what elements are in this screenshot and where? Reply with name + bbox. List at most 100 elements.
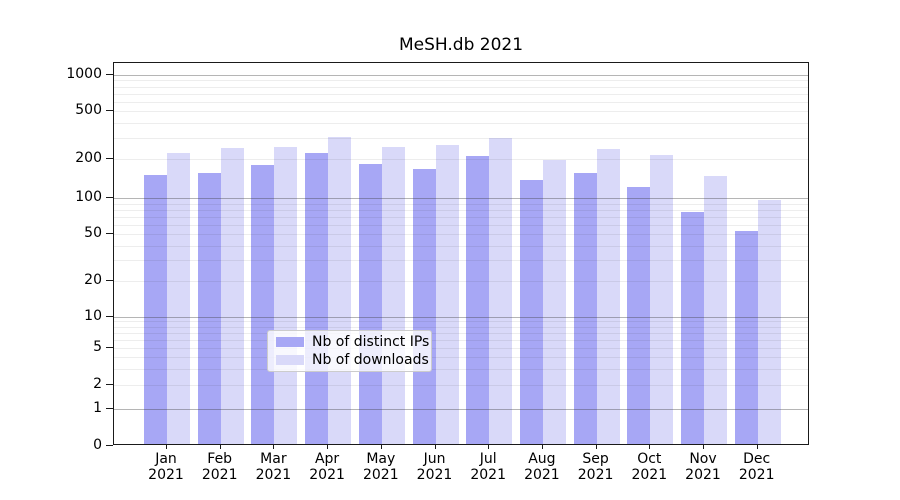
y-tick-mark-1 [106,407,113,409]
bar-jan-downloads [167,153,190,444]
gridline-minor-60 [114,224,808,226]
legend-item-downloads: Nb of downloads [276,352,429,368]
bar-mar-downloads [274,147,298,444]
legend-swatch-downloads [276,355,304,365]
gridline-minor-200 [114,159,808,161]
bar-feb-downloads [220,148,244,444]
bar-nov-downloads [704,176,727,444]
bar-jun-downloads [435,145,459,444]
x-tick-label-sep: Sep 2021 [577,451,614,483]
gridline-minor-40 [114,245,808,247]
x-tick-mark-nov [703,445,704,449]
y-tick-label-200: 200 [75,150,102,167]
bar-jul-downloads [489,137,513,444]
chart-title: MeSH.db 2021 [398,35,524,55]
legend: Nb of distinct IPs Nb of downloads [267,330,432,372]
bar-oct-downloads [650,154,674,444]
gridline-minor-80 [114,209,808,211]
bar-apr-downloads [328,137,352,444]
gridline-minor-900 [114,80,808,82]
y-tick-label-0: 0 [93,437,102,453]
gridline-minor-90 [114,203,808,205]
bar-sep-downloads [596,148,620,444]
x-tick-mark-jul [488,445,490,449]
bar-sep-distinct-ips [573,173,597,444]
bar-mar-distinct-ips [251,165,275,444]
gridline-minor-20 [114,281,808,282]
y-tick-mark-10 [106,315,113,317]
y-tick-mark-1000 [106,74,113,75]
y-tick-label-1: 1 [93,399,102,416]
gridline-minor-7 [114,332,808,334]
gridline-minor-500 [114,111,808,112]
bar-dec-distinct-ips [734,231,758,444]
x-tick-label-mar: Mar 2021 [255,451,292,483]
y-tick-mark-5 [106,346,113,348]
x-tick-label-feb: Feb 2021 [201,451,238,483]
y-tick-mark-100 [106,197,113,198]
bar-feb-distinct-ips [197,173,221,444]
gridline-major-1 [114,408,808,410]
legend-label-downloads: Nb of downloads [312,351,429,368]
x-tick-label-oct: Oct 2021 [631,451,668,483]
bar-dec-downloads [757,199,781,444]
x-tick-label-jun: Jun 2021 [416,451,453,483]
x-tick-label-jan: Jan 2021 [148,451,184,483]
gridline-minor-30 [114,260,808,262]
plot-area [113,62,809,445]
x-tick-mark-feb [219,445,221,449]
x-tick-label-apr: Apr 2021 [309,451,345,483]
gridline-minor-3 [114,368,808,370]
gridline-major-100 [114,198,808,199]
gridline-major-10 [114,316,808,318]
y-tick-mark-500 [106,110,113,111]
bar-jul-distinct-ips [466,156,490,444]
bar-jun-distinct-ips [412,168,436,444]
x-tick-label-nov: Nov 2021 [685,451,721,483]
y-tick-label-50: 50 [84,225,102,242]
x-tick-mark-dec [756,445,758,449]
bar-oct-distinct-ips [627,186,651,444]
gridline-minor-8 [114,326,808,328]
y-tick-mark-0 [106,445,113,446]
legend-label-distinct-ips: Nb of distinct IPs [312,333,430,350]
y-tick-label-5: 5 [93,338,102,355]
legend-swatch-distinct-ips [276,337,304,347]
y-tick-label-20: 20 [84,272,102,288]
gridline-minor-5 [114,347,808,349]
bar-aug-distinct-ips [519,180,543,444]
x-tick-mark-aug [541,445,543,449]
gridline-minor-300 [114,137,808,139]
bar-aug-downloads [542,160,566,444]
y-tick-mark-2 [106,384,113,386]
bar-apr-distinct-ips [305,152,329,444]
legend-item-distinct-ips: Nb of distinct IPs [276,334,429,350]
bar-jan-distinct-ips [144,174,167,444]
x-tick-mark-may [380,445,382,449]
y-tick-mark-50 [106,233,113,235]
x-tick-label-dec: Dec 2021 [738,451,775,483]
gridline-major-1000 [114,75,808,76]
gridline-minor-9 [114,321,808,323]
x-tick-mark-oct [649,445,651,449]
x-tick-mark-apr [327,445,329,449]
x-tick-mark-jun [434,445,436,449]
bar-nov-distinct-ips [681,212,704,444]
x-tick-label-jul: Jul 2021 [470,451,506,483]
gridline-minor-600 [114,101,808,103]
bar-may-downloads [381,146,405,444]
gridline-minor-4 [114,356,808,358]
y-tick-mark-20 [106,280,113,281]
y-tick-label-10: 10 [84,307,102,324]
x-tick-mark-jan [166,445,167,449]
gridline-minor-400 [114,122,808,124]
y-tick-label-2: 2 [93,376,102,393]
gridline-minor-800 [114,86,808,88]
bar-may-distinct-ips [358,164,382,444]
gridline-minor-50 [114,234,808,236]
gridline-minor-6 [114,339,808,341]
y-tick-mark-200 [106,158,113,160]
x-tick-mark-mar [273,445,275,449]
y-tick-label-500: 500 [75,102,102,118]
